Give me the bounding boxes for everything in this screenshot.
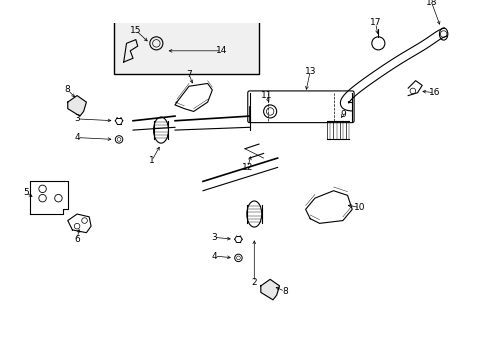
Text: 17: 17 (369, 18, 381, 27)
Text: 12: 12 (242, 163, 253, 172)
Text: 15: 15 (130, 26, 142, 35)
Text: 16: 16 (427, 88, 439, 97)
Text: 10: 10 (353, 203, 365, 212)
Bar (114, 18, 259, 74)
Text: 3: 3 (74, 114, 80, 123)
Text: 14: 14 (216, 46, 227, 55)
Text: 6: 6 (74, 235, 80, 244)
Polygon shape (68, 96, 86, 116)
Text: 13: 13 (304, 67, 315, 76)
Text: 8: 8 (65, 85, 70, 94)
Text: 18: 18 (425, 0, 436, 7)
Text: 7: 7 (186, 69, 191, 78)
Text: 3: 3 (211, 233, 217, 242)
Text: 2: 2 (251, 278, 257, 287)
Text: 4: 4 (211, 252, 217, 261)
Text: 9: 9 (339, 110, 345, 119)
Text: 5: 5 (23, 188, 29, 197)
Text: 4: 4 (74, 133, 80, 142)
Text: 8: 8 (282, 287, 287, 296)
Text: 1: 1 (148, 156, 154, 165)
Text: 11: 11 (260, 91, 272, 100)
Polygon shape (260, 279, 279, 300)
FancyBboxPatch shape (247, 91, 353, 123)
